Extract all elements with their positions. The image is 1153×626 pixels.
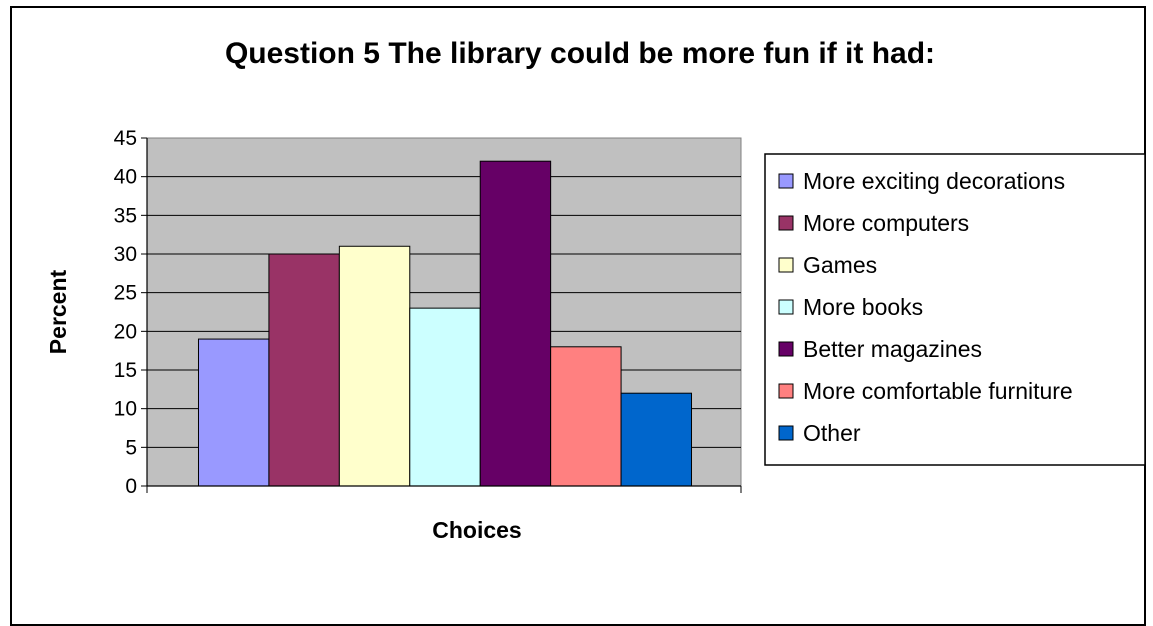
bar-2	[268, 253, 340, 487]
y-tick-label: 25	[114, 282, 137, 305]
legend-entry: Better magazines	[803, 336, 982, 362]
legend-entry: Games	[803, 252, 877, 278]
y-tick-label: 0	[125, 475, 137, 498]
y-tick-label: 10	[114, 398, 137, 421]
y-axis: 0 5 10 15 20 25 30 35 40 45	[114, 127, 742, 498]
y-tick-label: 30	[114, 243, 137, 266]
bar-7	[620, 392, 693, 487]
x-axis-label: Choices	[432, 517, 521, 543]
legend-swatch	[778, 341, 794, 357]
legend-entry: More computers	[803, 210, 969, 236]
y-tick-label: 40	[114, 166, 137, 189]
legend-swatch	[778, 215, 794, 231]
bars	[197, 160, 693, 487]
legend-entry: Other	[803, 420, 861, 446]
legend-box	[764, 153, 1146, 466]
legend-swatch	[778, 257, 794, 273]
y-tick-label: 20	[114, 320, 137, 343]
legend-entry: More comfortable furniture	[803, 378, 1073, 404]
legend-swatch	[778, 383, 794, 399]
y-tick-label: 45	[114, 127, 137, 150]
chart-title: Question 5 The library could be more fun…	[225, 37, 935, 70]
y-tick-label: 5	[125, 436, 137, 459]
legend-entry: More books	[803, 294, 923, 320]
bar-1	[197, 338, 270, 487]
legend-swatch	[778, 173, 794, 189]
legend: More exciting decorations More computers G…	[764, 153, 1146, 466]
bar-5	[479, 160, 552, 487]
legend-swatch	[778, 299, 794, 315]
legend-entry: More exciting decorations	[803, 168, 1065, 194]
y-axis-label: Percent	[45, 269, 71, 354]
bar-6	[550, 346, 622, 487]
y-tick-label: 35	[114, 204, 137, 227]
y-tick-label: 15	[114, 359, 137, 382]
bar-4	[409, 307, 481, 487]
legend-swatch	[778, 425, 794, 441]
bar-3	[338, 245, 411, 487]
